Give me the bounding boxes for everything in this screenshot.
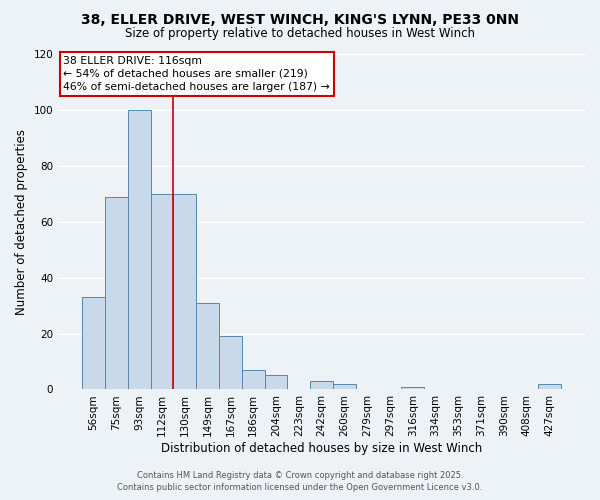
Bar bbox=[333, 384, 356, 390]
Bar bbox=[151, 194, 173, 390]
Bar bbox=[538, 384, 561, 390]
Y-axis label: Number of detached properties: Number of detached properties bbox=[15, 128, 28, 314]
Text: Size of property relative to detached houses in West Winch: Size of property relative to detached ho… bbox=[125, 28, 475, 40]
Bar bbox=[242, 370, 265, 390]
Bar bbox=[196, 303, 219, 390]
Bar bbox=[265, 376, 287, 390]
Bar bbox=[128, 110, 151, 390]
Bar bbox=[173, 194, 196, 390]
Bar bbox=[310, 381, 333, 390]
Bar bbox=[401, 386, 424, 390]
Bar bbox=[82, 297, 105, 390]
Text: Contains HM Land Registry data © Crown copyright and database right 2025.
Contai: Contains HM Land Registry data © Crown c… bbox=[118, 471, 482, 492]
Text: 38, ELLER DRIVE, WEST WINCH, KING'S LYNN, PE33 0NN: 38, ELLER DRIVE, WEST WINCH, KING'S LYNN… bbox=[81, 12, 519, 26]
Text: 38 ELLER DRIVE: 116sqm
← 54% of detached houses are smaller (219)
46% of semi-de: 38 ELLER DRIVE: 116sqm ← 54% of detached… bbox=[64, 56, 330, 92]
Bar bbox=[219, 336, 242, 390]
Bar bbox=[105, 196, 128, 390]
X-axis label: Distribution of detached houses by size in West Winch: Distribution of detached houses by size … bbox=[161, 442, 482, 455]
